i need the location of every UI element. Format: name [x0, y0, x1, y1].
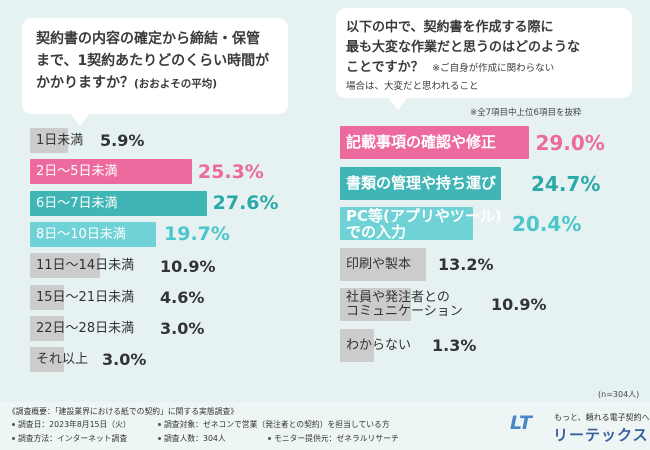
- category-label-line: 15日〜21日未満: [36, 289, 135, 305]
- bar: [30, 128, 68, 153]
- bar: [340, 166, 502, 200]
- category-label: 15日〜21日未満: [36, 290, 134, 305]
- bar: [30, 190, 207, 216]
- survey-heading: 《調査概要：「建設業界における紙での契約」に関する実態調査》: [8, 407, 239, 416]
- category-label: 11日〜14日未満: [36, 258, 134, 273]
- category-label: 22日〜28日未満: [36, 321, 134, 336]
- top6-note: ※全7項目中上位6項目を抜粋: [470, 108, 582, 118]
- survey-date: 調査日：2023年8月15日（火）: [18, 420, 131, 429]
- value-label: 3.0%: [160, 319, 205, 339]
- category-label-line: 8日〜10日未満: [36, 226, 126, 242]
- survey-method: 調査方法：インターネット調査: [18, 434, 128, 443]
- left-question-line: 契約書の内容の確定から締結・保管: [36, 31, 260, 47]
- category-label-line: わからない: [346, 337, 412, 353]
- right-question-line: 以下の中で、契約書を作成する際に: [346, 20, 554, 35]
- category-label-line: 印刷や製本: [346, 256, 412, 272]
- right-question-note-a: ※ご自身が作成に関わらない: [432, 63, 555, 74]
- category-label-line: PC等(アプリやツール): [346, 206, 502, 225]
- value-label: 25.3%: [197, 160, 264, 183]
- value-label: 20.4%: [512, 212, 582, 236]
- right-question-line: 最も大変な作業だと思うのはどのような: [346, 40, 581, 55]
- category-label-line: 1日未満: [36, 133, 84, 148]
- category-label: 記載事項の確認や修正: [346, 134, 496, 151]
- category-label-line: 6日〜7日未満: [36, 195, 118, 211]
- category-label-line: 書類の管理や持ち運び: [346, 173, 497, 192]
- value-label: 19.7%: [164, 223, 230, 246]
- category-label-line: それ以上: [36, 352, 89, 368]
- left-question-bubble: 契約書の内容の確定から締結・保管 まで、1契約あたりどのくらい時間が かかります…: [22, 18, 288, 126]
- category-label: わからない: [346, 338, 411, 353]
- value-label: 24.7%: [531, 171, 601, 196]
- category-label-line: 22日〜28日未満: [36, 320, 135, 336]
- footer-area: [0, 402, 650, 450]
- category-label-line: での入力: [346, 222, 407, 241]
- bar: [30, 315, 64, 341]
- category-label: 印刷や製本: [346, 257, 411, 272]
- category-label: 6日〜7日未満: [36, 196, 118, 211]
- bar: [30, 253, 100, 279]
- bar: [340, 247, 427, 281]
- sample-size-label: (n=304人): [598, 390, 640, 399]
- left-question-line: まで、1契約あたりどのくらい時間が: [36, 53, 270, 69]
- bar: [340, 126, 530, 159]
- value-label: 1.3%: [432, 335, 477, 355]
- bar: [340, 288, 412, 321]
- value-label: 3.0%: [102, 350, 147, 370]
- value-label: 27.6%: [212, 192, 279, 215]
- category-label-line: 11日〜14日未満: [36, 258, 135, 274]
- category-label-line: 2日〜5日未満: [36, 164, 118, 180]
- right-question-line: ことですか？ ※ご自身が作成に関わらない: [346, 56, 554, 75]
- category-label: PC等(アプリやツール) での入力: [346, 208, 502, 240]
- right-question-bubble: 以下の中で、契約書を作成する際に 最も大変な作業だと思うのはどのような ことです…: [336, 8, 632, 110]
- category-label: 社員や発注者との コミュニケーション: [346, 289, 463, 319]
- right-question-note-b: 場合は、大変だと思われること: [346, 81, 479, 92]
- value-label: 10.9%: [491, 295, 547, 315]
- left-question-last-line: かかりますか？: [36, 75, 134, 91]
- left-question-suffix: (おおよその平均): [134, 78, 218, 90]
- value-label: 5.9%: [100, 131, 145, 151]
- left-question-line: かかりますか？(おおよその平均): [36, 72, 217, 92]
- category-label: 書類の管理や持ち運び: [346, 173, 497, 192]
- right-question-last-line: ことですか？: [346, 60, 424, 75]
- survey-count: 調査人数：304人: [164, 434, 226, 443]
- category-label: 8日〜10日未満: [36, 227, 126, 242]
- logo-name: リーテックス: [553, 426, 649, 444]
- bar: [30, 284, 64, 310]
- bar: [30, 347, 64, 373]
- value-label: 10.9%: [160, 256, 216, 276]
- category-label-line: 記載事項の確認や修正: [346, 133, 497, 151]
- category-label: それ以上: [36, 352, 88, 367]
- bar: [30, 159, 192, 185]
- category-label: 1日未満: [36, 133, 83, 148]
- bar: [340, 207, 474, 240]
- value-label: 29.0%: [535, 131, 605, 155]
- logo-tagline: もっと、頼れる電子契約へ: [554, 413, 650, 422]
- survey-provider: モニター提供元：ゼネラルリサーチ: [274, 434, 399, 443]
- value-label: 4.6%: [160, 287, 205, 307]
- category-label-line: 社員や発注者との: [346, 289, 450, 305]
- survey-target: 調査対象：ゼネコンで営業（発注者との契約）を担当している方: [164, 420, 390, 429]
- logo-mark: LT: [510, 412, 532, 434]
- category-label-line: コミュニケーション: [346, 303, 463, 319]
- bar: [340, 328, 374, 362]
- value-label: 13.2%: [438, 254, 494, 274]
- category-label: 2日〜5日未満: [36, 164, 118, 179]
- bar: [30, 221, 157, 247]
